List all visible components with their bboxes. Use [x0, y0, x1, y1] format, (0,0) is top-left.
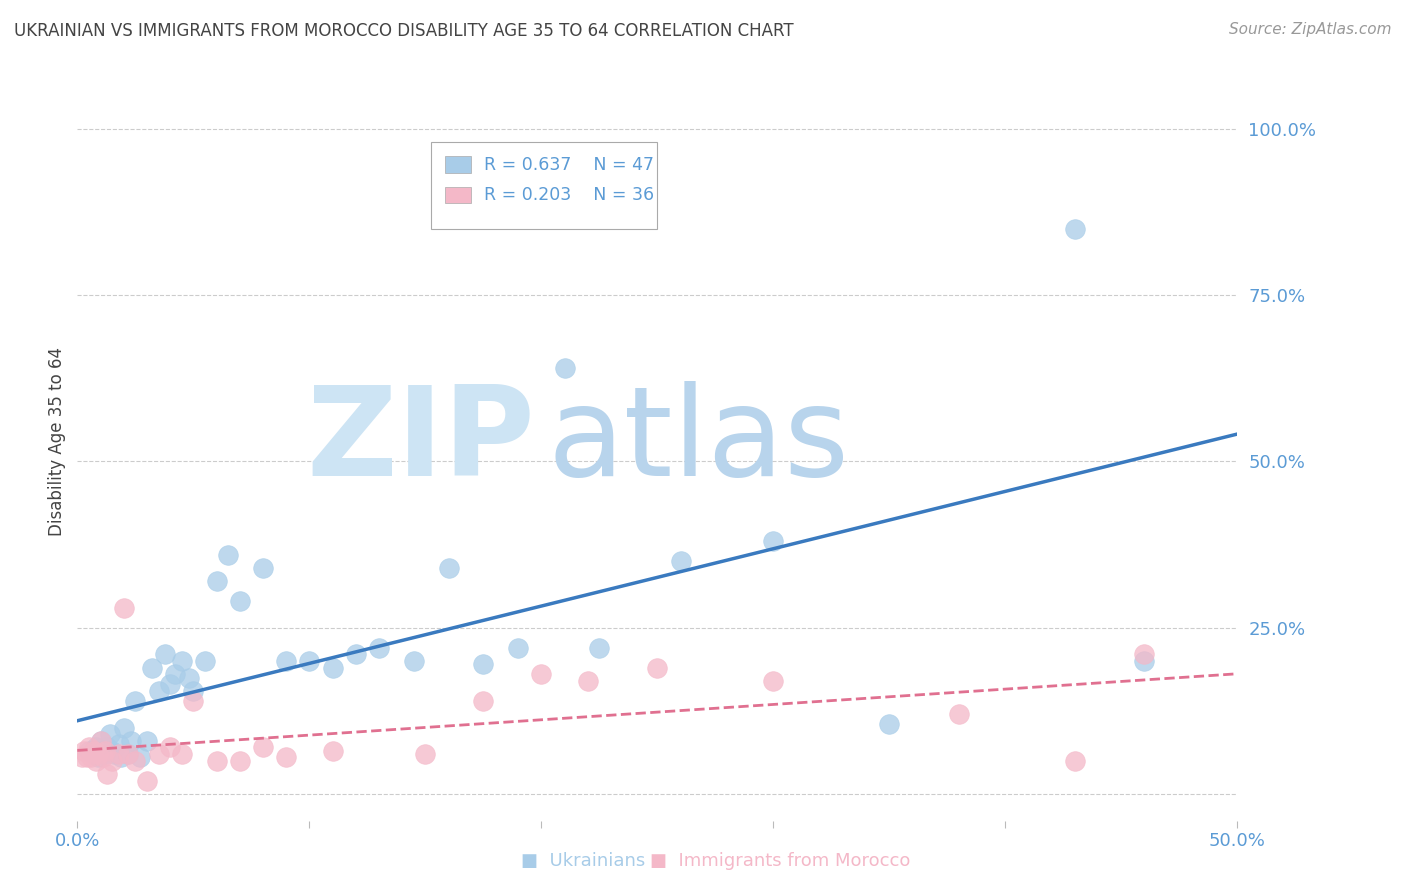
Point — [124, 754, 146, 768]
Point — [413, 747, 436, 761]
Point — [1133, 654, 1156, 668]
Point — [91, 750, 114, 764]
Point — [205, 754, 228, 768]
Point — [402, 654, 425, 668]
Point — [73, 744, 96, 758]
Point — [124, 694, 146, 708]
Point — [762, 673, 785, 688]
Point — [135, 734, 157, 748]
Text: R = 0.637    N = 47: R = 0.637 N = 47 — [485, 156, 654, 174]
Y-axis label: Disability Age 35 to 64: Disability Age 35 to 64 — [48, 347, 66, 536]
Text: ■  Immigrants from Morocco: ■ Immigrants from Morocco — [650, 852, 911, 870]
Point — [141, 661, 163, 675]
Point — [98, 727, 121, 741]
Point — [103, 747, 125, 761]
Point — [368, 640, 391, 655]
Point — [117, 747, 139, 761]
Point — [108, 747, 131, 761]
Point — [77, 744, 100, 758]
Point — [159, 677, 181, 691]
Point — [274, 654, 298, 668]
Bar — [446, 186, 471, 203]
Point — [588, 640, 610, 655]
Point — [274, 750, 298, 764]
Text: atlas: atlas — [547, 381, 849, 502]
Point — [669, 554, 692, 568]
Point — [76, 750, 98, 764]
Point — [228, 754, 252, 768]
Point — [155, 648, 177, 662]
Point — [84, 740, 107, 755]
Point — [472, 657, 495, 672]
Point — [87, 747, 110, 761]
Text: UKRAINIAN VS IMMIGRANTS FROM MOROCCO DISABILITY AGE 35 TO 64 CORRELATION CHART: UKRAINIAN VS IMMIGRANTS FROM MOROCCO DIS… — [14, 22, 793, 40]
Point — [159, 740, 181, 755]
Point — [183, 694, 205, 708]
Point — [129, 750, 152, 764]
Point — [1133, 648, 1156, 662]
Point — [84, 754, 107, 768]
Text: ■  Ukrainians: ■ Ukrainians — [522, 852, 645, 870]
Point — [163, 667, 186, 681]
Point — [101, 754, 124, 768]
Text: ZIP: ZIP — [307, 381, 536, 502]
Point — [530, 667, 553, 681]
Point — [94, 744, 117, 758]
Point — [96, 767, 118, 781]
Point — [321, 744, 344, 758]
Point — [148, 684, 170, 698]
Point — [217, 548, 239, 562]
Point — [120, 734, 142, 748]
Point — [94, 747, 117, 761]
Point — [83, 747, 105, 761]
Point — [554, 361, 576, 376]
Point — [1063, 221, 1085, 235]
Point — [170, 654, 193, 668]
Point — [112, 721, 135, 735]
Point — [170, 747, 193, 761]
Point — [135, 773, 157, 788]
Point — [762, 534, 785, 549]
Point — [117, 747, 139, 761]
Point — [344, 648, 367, 662]
Point — [472, 694, 495, 708]
Point — [77, 740, 100, 755]
Point — [948, 707, 970, 722]
Point — [183, 684, 205, 698]
Point — [194, 654, 217, 668]
FancyBboxPatch shape — [432, 142, 658, 229]
Point — [877, 717, 901, 731]
Point — [80, 750, 103, 764]
Point — [90, 734, 111, 748]
Point — [83, 744, 105, 758]
Point — [108, 737, 131, 751]
Point — [205, 574, 228, 589]
Text: Source: ZipAtlas.com: Source: ZipAtlas.com — [1229, 22, 1392, 37]
Point — [321, 661, 344, 675]
Point — [437, 561, 460, 575]
Point — [110, 750, 132, 764]
Point — [298, 654, 321, 668]
Point — [576, 673, 599, 688]
Point — [252, 740, 274, 755]
Point — [177, 671, 200, 685]
Point — [112, 600, 135, 615]
Point — [87, 750, 110, 764]
Point — [228, 594, 252, 608]
Point — [252, 561, 274, 575]
Point — [70, 750, 93, 764]
Point — [90, 734, 111, 748]
Point — [1063, 754, 1085, 768]
Text: R = 0.203    N = 36: R = 0.203 N = 36 — [485, 186, 655, 204]
Bar — [446, 156, 471, 173]
Point — [148, 747, 170, 761]
Point — [506, 640, 529, 655]
Point — [96, 740, 118, 755]
Point — [101, 744, 124, 758]
Point — [647, 661, 669, 675]
